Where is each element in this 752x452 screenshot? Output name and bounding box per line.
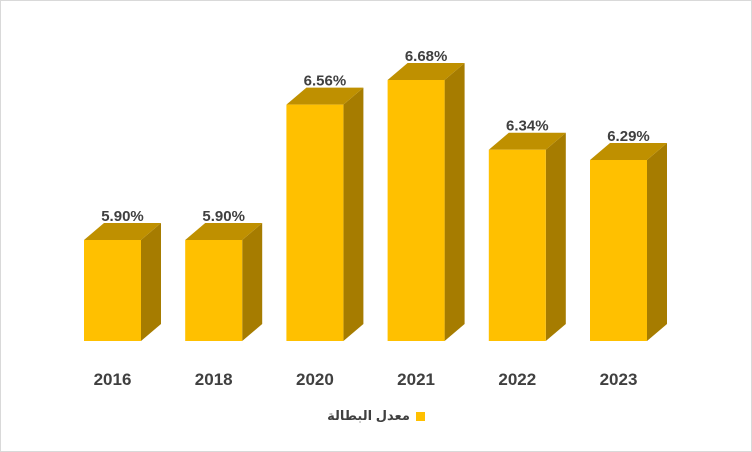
bar-front <box>84 240 141 341</box>
bar-top <box>286 87 364 105</box>
x-tick-label: 2020 <box>296 370 334 389</box>
data-label: 6.68% <box>405 48 448 65</box>
bar-top <box>488 132 566 150</box>
bar-side <box>242 223 263 341</box>
bar-top <box>590 143 667 160</box>
bar-top <box>387 63 465 80</box>
bar-front <box>488 149 546 341</box>
data-label: 6.29% <box>607 128 650 145</box>
data-label: 6.56% <box>304 73 347 90</box>
bar-side <box>444 63 465 341</box>
bar <box>185 223 263 341</box>
bar-front <box>387 80 445 341</box>
bar <box>84 223 161 341</box>
bar-top <box>84 223 161 240</box>
category-labels-group: 2016 2018 2020 2021 2022 2023 <box>94 370 638 389</box>
bar <box>387 63 465 341</box>
bar-side <box>647 143 667 341</box>
x-tick-label: 2018 <box>195 370 233 389</box>
bar-side <box>343 87 364 341</box>
bar-front <box>286 104 344 341</box>
data-label: 6.34% <box>506 118 549 135</box>
x-tick-label: 2021 <box>397 370 435 389</box>
legend: معدل البطالة <box>0 408 752 424</box>
legend-label: معدل البطالة <box>327 408 410 423</box>
bar-side <box>141 223 161 341</box>
x-tick-label: 2022 <box>498 370 536 389</box>
bar-top <box>185 223 263 240</box>
data-label: 5.90% <box>101 208 144 225</box>
bar-side <box>545 132 566 341</box>
legend-swatch <box>415 411 425 421</box>
x-tick-label: 2023 <box>600 370 638 389</box>
bar-front <box>185 240 243 341</box>
bars-group <box>84 63 667 341</box>
x-tick-label: 2016 <box>94 370 132 389</box>
bar <box>488 132 566 341</box>
bar <box>590 143 667 341</box>
data-label: 5.90% <box>202 208 245 225</box>
bar-front <box>590 160 647 341</box>
value-labels-group: 5.90% 5.90% 6.56% 6.68% 6.34% 6.29% <box>101 48 650 225</box>
bar <box>286 87 364 341</box>
